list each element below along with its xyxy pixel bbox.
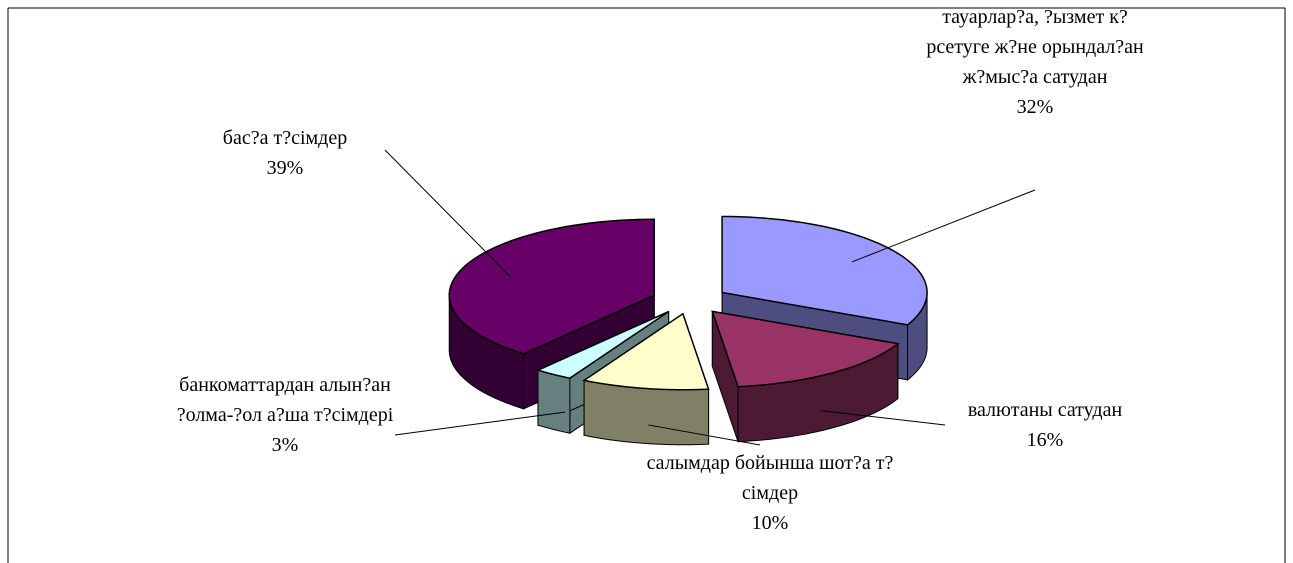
category-label: бас?а т?сімдер (222, 127, 348, 149)
leader-line (820, 410, 946, 426)
leader-line (648, 424, 761, 446)
slice (711, 310, 900, 388)
slice (582, 312, 710, 391)
category-label: салымдар бойынша шот?а т?сімдер (646, 452, 894, 504)
leader-line (384, 149, 510, 277)
slice (448, 218, 655, 355)
slice (721, 215, 928, 326)
category-label: банкоматтардан алын?ан ?олма-?ол а?ша т?… (176, 374, 394, 426)
leader-line (851, 189, 1036, 263)
value-label: 16% (1026, 429, 1064, 451)
leader-line (394, 411, 566, 436)
value-label: 10% (751, 512, 789, 534)
value-label: 3% (271, 434, 299, 456)
category-label: валютаны сатудан (967, 399, 1123, 421)
category-label: тауарлар?а, ?ызмет к?рсетуге ж?не орында… (926, 6, 1144, 88)
value-label: 39% (266, 157, 304, 179)
slice (535, 310, 670, 379)
slice-wall (537, 369, 571, 434)
value-label: 32% (1016, 96, 1054, 118)
